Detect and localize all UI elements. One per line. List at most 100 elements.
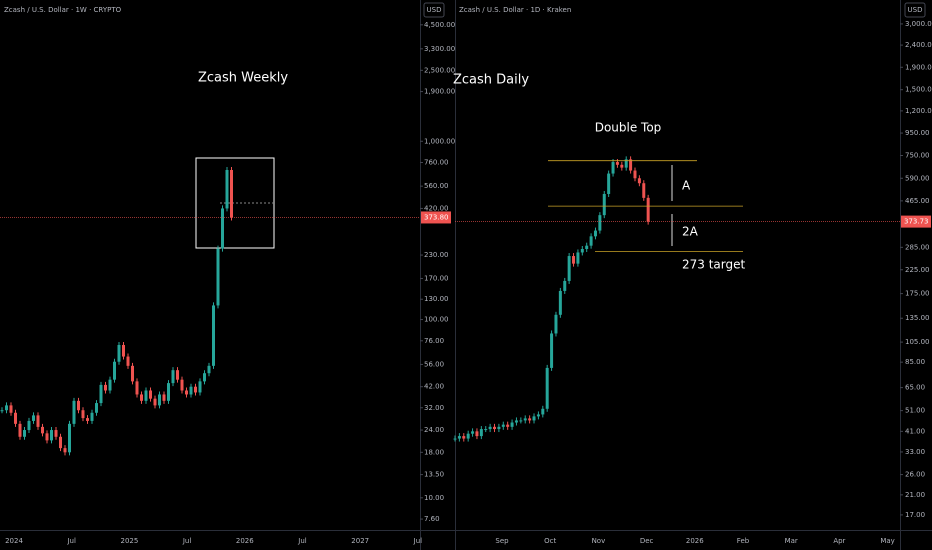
candle-body xyxy=(514,420,518,423)
y-tick-label: 56.00 xyxy=(424,360,444,368)
candle-body xyxy=(493,426,497,430)
candle-body xyxy=(589,236,593,246)
candle-body xyxy=(99,384,103,404)
candle-body xyxy=(607,173,611,194)
y-tick-label: 420.00 xyxy=(424,204,449,212)
candle-body xyxy=(126,356,130,366)
candle-body xyxy=(576,252,580,264)
y-tick-label: 100.00 xyxy=(424,316,449,324)
candle-body xyxy=(572,256,576,264)
chart-title: Zcash Weekly xyxy=(198,71,288,86)
y-tick-label: 465.00 xyxy=(905,197,930,205)
candle-body xyxy=(27,420,31,431)
y-tick-label: 225.00 xyxy=(905,266,930,274)
x-tick-label: 2026 xyxy=(236,537,254,545)
candle-body xyxy=(598,215,602,231)
candle-body xyxy=(611,162,615,174)
candle-body xyxy=(131,365,134,382)
candle-body xyxy=(593,230,597,237)
y-tick-label: 51.00 xyxy=(905,407,925,415)
annotation: A xyxy=(682,179,691,193)
candle-body xyxy=(180,379,184,391)
y-tick-label: 32.00 xyxy=(424,404,444,412)
candle-body xyxy=(225,169,229,209)
price-tag xyxy=(421,211,451,224)
candle-body xyxy=(506,424,510,427)
y-tick-label: 41.00 xyxy=(905,427,925,435)
candle-body xyxy=(510,422,514,427)
y-tick-label: 560.00 xyxy=(424,182,449,190)
candle-body xyxy=(475,431,479,437)
y-tick-label: 105.00 xyxy=(905,338,930,346)
candle-body xyxy=(189,386,193,395)
price-tag xyxy=(901,215,931,228)
candle-body xyxy=(86,418,89,421)
currency[interactable]: USD xyxy=(908,6,923,14)
candle-body xyxy=(629,159,633,171)
y-tick-label: 42.00 xyxy=(424,383,444,391)
x-tick-label: Jul xyxy=(297,537,307,545)
y-tick-label: 135.00 xyxy=(905,314,930,322)
x-tick-label: 2027 xyxy=(351,537,369,545)
candle-body xyxy=(171,370,175,384)
x-tick-label: Sep xyxy=(495,537,509,545)
candle-body xyxy=(497,426,501,430)
y-tick-label: 3,300.00 xyxy=(424,45,455,53)
candle-body xyxy=(176,370,179,380)
candle-body xyxy=(642,183,646,198)
candle-body xyxy=(63,448,67,453)
candle-body xyxy=(541,408,545,415)
header: Zcash / U.S. Dollar · 1W · CRYPTO xyxy=(4,6,122,14)
candle-body xyxy=(203,373,206,382)
x-tick-label: Apr xyxy=(833,537,845,545)
y-tick-label: 285.00 xyxy=(905,243,930,251)
currency[interactable]: USD xyxy=(427,6,442,14)
candle-body xyxy=(122,344,125,357)
candle-body xyxy=(45,433,49,441)
x-tick-label: Nov xyxy=(592,537,606,545)
y-tick-label: 24.00 xyxy=(424,426,444,434)
candle-body xyxy=(158,394,161,406)
y-tick-label: 1,200.00 xyxy=(905,107,932,115)
candle-body xyxy=(95,403,98,413)
candle-body xyxy=(36,415,40,427)
candle-body xyxy=(532,416,536,421)
candle-body xyxy=(0,410,4,412)
y-tick-label: 33.00 xyxy=(905,448,925,456)
y-tick-label: 85.00 xyxy=(905,358,925,366)
candle-body xyxy=(72,400,76,424)
y-tick-label: 3,000.00 xyxy=(905,20,932,28)
candle-body xyxy=(5,405,8,411)
y-tick-label: 950.00 xyxy=(905,129,930,137)
y-tick-label: 130.00 xyxy=(424,295,449,303)
candle-body xyxy=(117,344,121,362)
candle-body xyxy=(479,429,483,437)
candle-body xyxy=(81,410,85,419)
candle-body xyxy=(140,394,143,401)
price-label: 373.73 xyxy=(904,218,929,226)
y-tick-label: 65.00 xyxy=(905,384,925,392)
candle-body xyxy=(162,394,166,401)
candle-body xyxy=(54,430,58,437)
currency-button[interactable] xyxy=(423,2,445,18)
candle-body xyxy=(637,178,641,184)
candle-body xyxy=(68,423,71,453)
x-tick-label: Jul xyxy=(66,537,76,545)
candle-body xyxy=(580,249,584,253)
candle-body xyxy=(488,426,492,430)
y-tick-label: 18.00 xyxy=(424,448,444,456)
x-tick-label: Jul xyxy=(413,537,423,545)
candle-body xyxy=(198,381,202,393)
y-tick-label: 1,000.00 xyxy=(424,137,455,145)
y-tick-label: 590.00 xyxy=(905,174,930,182)
currency-button[interactable] xyxy=(904,2,926,18)
candle-body xyxy=(563,280,567,291)
candle-body xyxy=(108,379,112,391)
candle-body xyxy=(50,430,53,441)
candle-body xyxy=(113,361,116,380)
y-tick-label: 17.00 xyxy=(905,511,925,519)
candle-body xyxy=(212,305,215,366)
candle-body xyxy=(194,386,197,393)
